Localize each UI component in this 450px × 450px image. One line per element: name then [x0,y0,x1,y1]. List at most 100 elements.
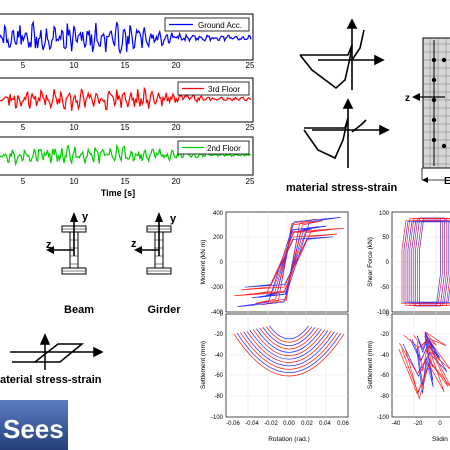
time-history-panel: Ground Acc. 3rd Floor 2nd Floor 5 10 15 … [0,13,255,198]
ground-acc-line [0,20,252,55]
right-bot-ytick-m20: -20 [380,332,389,338]
right-xtick-m20: -20 [414,421,423,427]
shear-sliding-loops [401,217,450,307]
tick-2nd-20: 20 [172,177,181,186]
section-axis-z: z [405,93,410,104]
rebar-dot [441,57,447,63]
left-xtick-002: 0.02 [301,421,313,427]
right-top-ylabel: Shear Force (kN) [367,237,374,287]
left-xtick-m004: -0.04 [245,421,259,427]
hysteresis-curve [233,333,345,377]
tick-3rd-5: 5 [21,123,26,132]
stress-strain-sketches [299,18,390,168]
left-top-ytick-400: 400 [213,211,224,217]
stress-strain-sketch-upper [299,18,385,90]
left-xtick-006: 0.06 [337,421,349,427]
hysteresis-curve [405,218,450,306]
girder-label: Girder [147,304,181,316]
left-top-ytick-0: 0 [220,260,224,266]
tick-ground-10: 10 [70,61,79,70]
girder-axis-z: z [131,238,137,250]
tick-2nd-5: 5 [21,177,26,186]
left-xlabel: Rotation (rad.) [268,436,310,443]
tick-2nd-10: 10 [70,177,79,186]
tick-3rd-15: 15 [121,123,130,132]
logo-text: Sees [3,414,64,444]
tick-3rd-20: 20 [172,123,181,132]
hysteresis-curve [251,225,327,299]
hysteresis-curve [416,336,434,394]
left-xtick-000: 0.00 [283,421,295,427]
beam-axis-z: z [46,239,52,251]
left-bot-ytick-0: 0 [220,312,224,318]
legend-2nd-label: 2nd Floor [207,144,241,153]
third-floor-line [0,86,251,112]
hysteresis-curve [407,221,450,303]
opensees-logo: Sees [0,400,68,450]
hysteresis-curve [249,330,329,360]
hysteresis-curve [233,227,345,297]
left-bot-ytick-m80: -80 [214,394,223,400]
hysteresis-curve [401,219,450,305]
tick-ground-20: 20 [172,61,181,70]
right-xtick-0: 0 [438,421,442,427]
left-xtick-004: 0.04 [319,421,331,427]
stress-strain-caption-top: material stress-strain [286,182,398,194]
hysteresis-curve [240,332,338,370]
girder-axis-y: y [170,213,177,225]
left-bot-ytick-m20: -20 [214,332,223,338]
tick-ground-25: 25 [246,61,255,70]
hysteresis-right: 100 50 0 -50 -100 0 -20 -40 -60 -80 -100… [367,211,450,443]
bilinear-sketch [10,333,104,370]
beam-label: Beam [64,304,94,316]
right-bot-ytick-m80: -80 [380,394,389,400]
tick-3rd-25: 25 [246,123,255,132]
legend-3rd: 3rd Floor [177,81,250,96]
legend-ground-label: Ground Acc. [198,21,242,30]
hysteresis-curve [246,330,332,363]
hysteresis-curve [262,218,316,306]
hysteresis-curve [243,331,335,367]
hysteresis-curve [417,334,433,372]
right-top-ytick-0: 0 [386,260,390,266]
rebar-dot [441,143,447,149]
fiber-section: z E [405,37,450,187]
tick-3rd-10: 10 [70,123,79,132]
hysteresis-curve [398,336,450,395]
left-top-ylabel: Moment (kN m) [200,240,207,285]
hysteresis-curve [237,216,341,308]
hysteresis-left: 400 200 0 -200 -400 0 -20 -40 -60 -80 -1… [200,211,349,443]
hysteresis-curve [413,331,437,348]
left-xtick-m006: -0.06 [226,421,240,427]
right-xtick-m40: -40 [392,421,401,427]
hysteresis-curve [269,325,309,340]
hysteresis-curve [403,221,450,303]
left-bottom-ylabel: Settlement (mm) [200,341,207,389]
right-top-ytick-100: 100 [379,211,390,217]
legend-ground: Ground Acc. [164,17,250,32]
left-xtick-m002: -0.02 [264,421,278,427]
left-top-ytick-200: 200 [213,235,224,241]
hysteresis-curve [255,220,323,304]
right-top-ytick-m50: -50 [380,285,389,291]
right-top-ytick-m100: -100 [377,310,390,316]
right-bot-ytick-m40: -40 [380,353,389,359]
hysteresis-curve [256,328,322,353]
right-bot-ytick-m100: -100 [377,415,390,421]
settlement-sliding-loops [398,331,450,400]
stress-strain-caption-bottom: aterial stress-strain [0,374,102,386]
tick-2nd-15: 15 [121,177,130,186]
right-xlabel: Slidin [432,436,448,443]
time-axis-label: Time [s] [101,188,135,198]
section-cut-label: E [444,176,450,187]
legend-2nd: 2nd Floor [177,140,250,155]
right-bot-ytick-m60: -60 [380,373,389,379]
hysteresis-curve [241,233,337,291]
beam-section: y z Beam [46,211,94,316]
girder-section: y z Girder [131,212,181,316]
stress-strain-sketch-lower [303,98,390,168]
hysteresis-curve [262,327,316,346]
settlement-rotation-loops [233,325,345,377]
